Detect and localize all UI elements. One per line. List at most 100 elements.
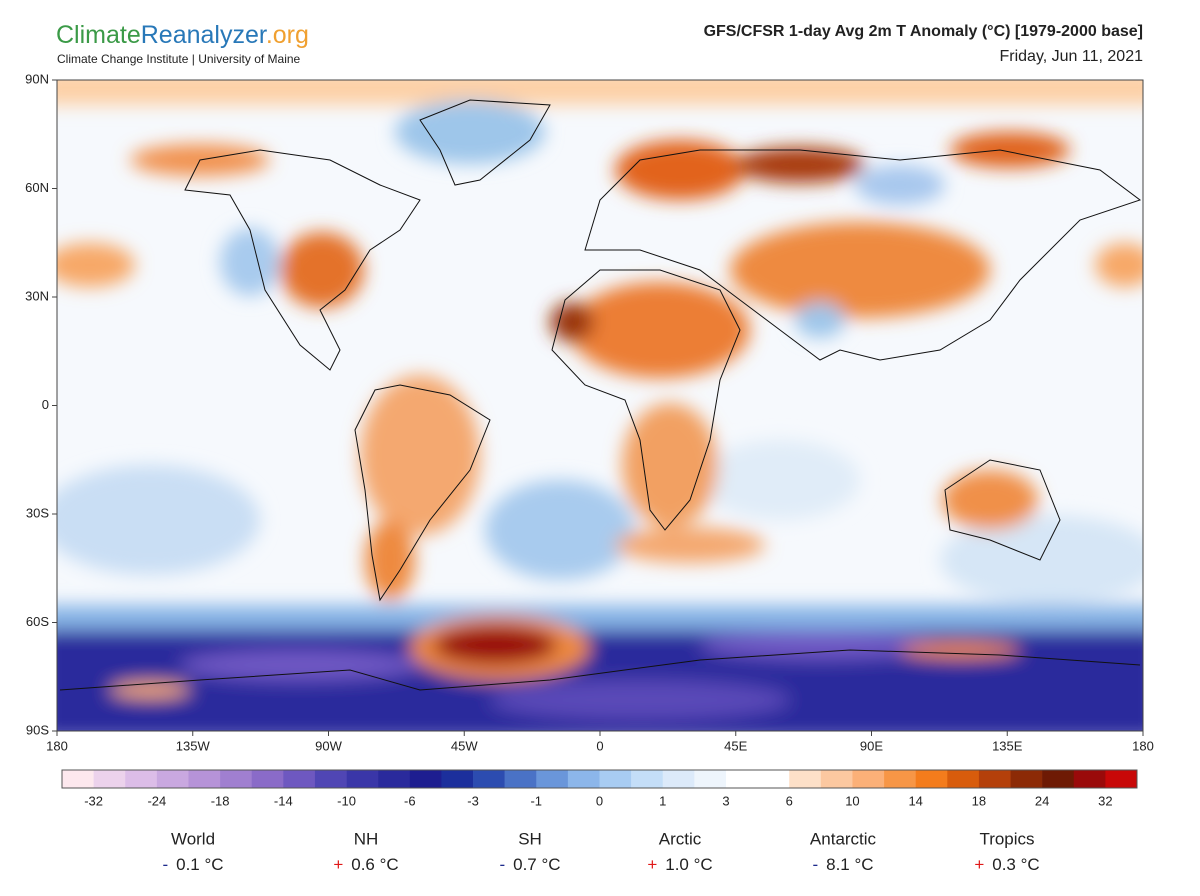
subtitle: Climate Change Institute | University of…: [57, 52, 301, 66]
colorbar-box: [504, 770, 537, 788]
stat-sign: -: [162, 855, 168, 874]
lat-label: 0: [42, 397, 49, 412]
colorbar-frame: [61, 769, 1138, 789]
colorbar-box: [820, 770, 853, 788]
colorbar-label: 3: [722, 793, 729, 808]
colorbar-label: -14: [274, 793, 293, 808]
brand-part: .org: [266, 21, 309, 49]
lat-label: 90N: [25, 71, 49, 86]
colorbar-box: [884, 770, 916, 788]
colorbar-box: [156, 770, 189, 788]
colorbar-box: [978, 770, 1011, 788]
colorbar-label: -18: [211, 793, 230, 808]
title: GFS/CFSR 1-day Avg 2m T Anomaly (°C) [19…: [704, 23, 1143, 40]
brand-part: Climate: [56, 21, 141, 49]
colorbar-box: [1010, 770, 1043, 788]
brand: ClimateReanalyzer.org: [56, 21, 309, 49]
stat-region: Tropics: [979, 829, 1034, 848]
colorbar-box: [441, 770, 474, 788]
stat-value: -0.1 °C: [162, 855, 223, 874]
colorbar-label: -1: [530, 793, 542, 808]
lon-label: 180: [1132, 738, 1154, 753]
colorbar-box: [662, 770, 695, 788]
colorbar-label: -6: [404, 793, 416, 808]
colorbar-box: [346, 770, 379, 788]
colorbar-box: [631, 770, 664, 788]
colorbar-label: 18: [972, 793, 986, 808]
colorbar-box: [378, 770, 411, 788]
stat-value: -8.1 °C: [812, 855, 873, 874]
lon-label: 135E: [992, 738, 1023, 753]
colorbar-box: [409, 770, 442, 788]
stat-number: 1.0 °C: [665, 855, 712, 874]
colorbar-label: 10: [845, 793, 859, 808]
colorbar-box: [725, 770, 758, 788]
colorbar-box: [947, 770, 980, 788]
colorbar-label: 14: [908, 793, 922, 808]
lon-label: 0: [596, 738, 603, 753]
coastlines: [59, 99, 1142, 691]
colorbar: -32 -24 -18 -14 -10 -6 -3 -1 0 1 3 6 10 14 18 24 32: [61, 769, 1138, 808]
lat-label: 60S: [26, 614, 49, 629]
colorbar-box: [852, 770, 885, 788]
colorbar-box: [283, 770, 316, 788]
colorbar-box: [62, 770, 94, 788]
date: Friday, Jun 11, 2021: [1000, 48, 1144, 65]
lon-label: 45W: [451, 738, 478, 753]
colorbar-box: [915, 770, 948, 788]
lon-label: 180: [46, 738, 68, 753]
stat-sign: -: [812, 855, 818, 874]
lon-label: 135W: [176, 738, 211, 753]
lat-label: 30S: [26, 505, 49, 520]
colorbar-box: [599, 770, 632, 788]
lon-label: 90E: [860, 738, 883, 753]
stat-number: 0.7 °C: [513, 855, 560, 874]
colorbar-box: [93, 770, 126, 788]
colorbar-box: [251, 770, 284, 788]
lon-label: 90W: [315, 738, 342, 753]
brand-part: Reanalyzer: [141, 21, 267, 49]
lat-label: 60N: [25, 180, 49, 195]
stat-value: -0.7 °C: [499, 855, 560, 874]
colorbar-label: 6: [786, 793, 793, 808]
colorbar-box: [1073, 770, 1106, 788]
colorbar-box: [789, 770, 822, 788]
stat-region: SH: [518, 829, 542, 848]
stat-sign: -: [499, 855, 505, 874]
colorbar-box: [567, 770, 600, 788]
stat-value: +0.6 °C: [333, 855, 398, 874]
colorbar-label: -32: [84, 793, 103, 808]
stat-sign: +: [647, 855, 657, 874]
stat-sign: +: [974, 855, 984, 874]
colorbar-box: [220, 770, 253, 788]
colorbar-box: [757, 770, 790, 788]
colorbar-box: [536, 770, 569, 788]
colorbar-box: [188, 770, 221, 788]
colorbar-box: [125, 770, 158, 788]
colorbar-label: 24: [1035, 793, 1049, 808]
colorbar-label: 0: [596, 793, 603, 808]
colorbar-box: [1042, 770, 1075, 788]
stat-region: NH: [354, 829, 379, 848]
colorbar-box: [314, 770, 347, 788]
stat-number: 0.6 °C: [351, 855, 398, 874]
colorbar-box: [473, 770, 505, 788]
colorbar-label: -10: [337, 793, 356, 808]
colorbar-label: -3: [467, 793, 479, 808]
stat-number: 8.1 °C: [826, 855, 873, 874]
stat-number: 0.1 °C: [176, 855, 223, 874]
colorbar-label: 32: [1098, 793, 1112, 808]
stat-value: +1.0 °C: [647, 855, 712, 874]
colorbar-label: 1: [659, 793, 666, 808]
lat-label: 90S: [26, 722, 49, 737]
stat-region: Antarctic: [810, 829, 877, 848]
lat-label: 30N: [25, 288, 49, 303]
stat-region: World: [171, 829, 215, 848]
stat-region: Arctic: [659, 829, 702, 848]
lon-label: 45E: [724, 738, 747, 753]
colorbar-box: [694, 770, 727, 788]
colorbar-label: -24: [147, 793, 166, 808]
